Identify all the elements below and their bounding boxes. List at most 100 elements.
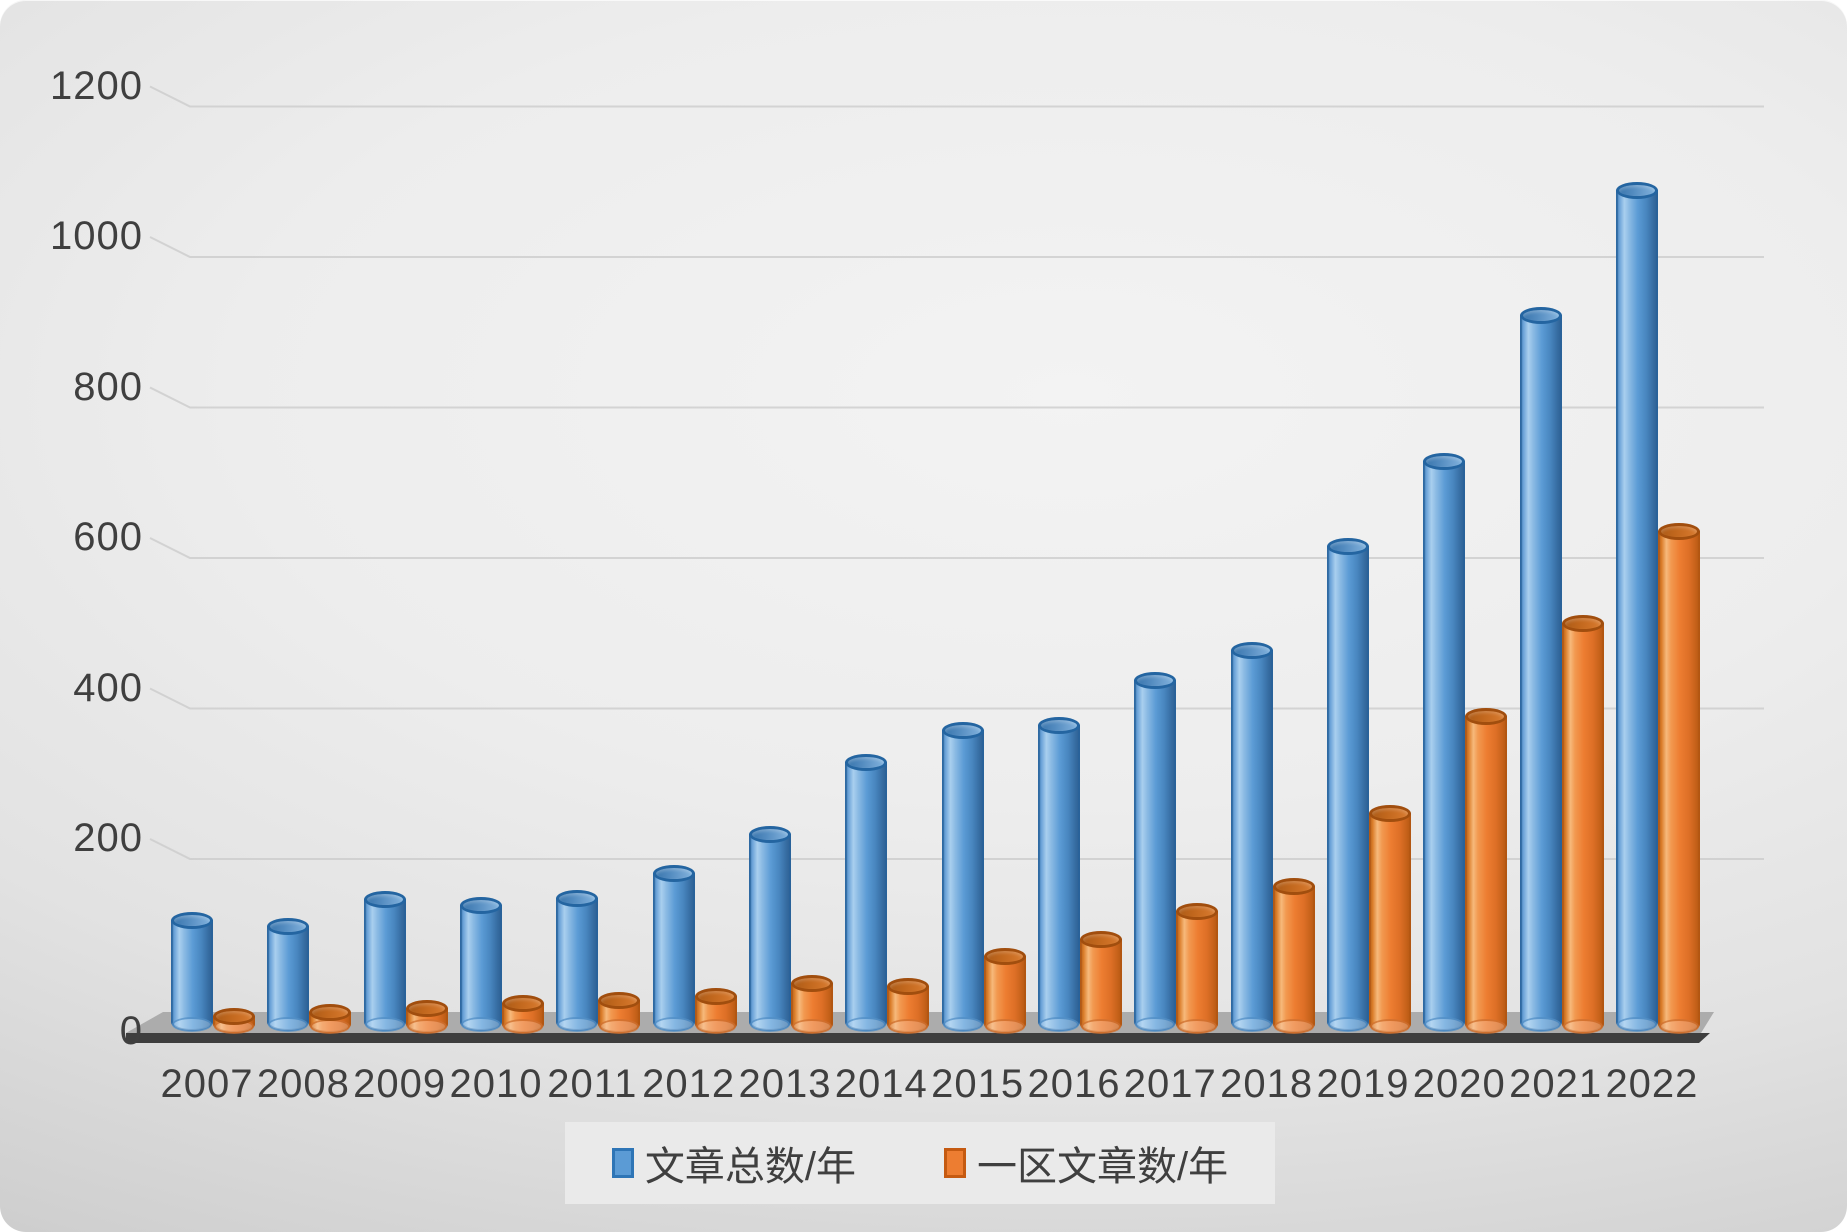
bar-total-2019 (1326, 538, 1369, 1032)
cylinder-body (1176, 910, 1219, 1035)
legend-label: 一区文章数/年 (977, 1145, 1229, 1189)
cylinder-body (267, 925, 310, 1033)
gridline-800 (149, 386, 1764, 409)
cylinder-cap (501, 995, 544, 1013)
bar-q1-2012 (694, 987, 737, 1035)
x-tick-label-2012: 2012 (642, 1062, 736, 1106)
bar-total-2012 (652, 865, 695, 1032)
x-tick-label-2017: 2017 (1123, 1062, 1217, 1106)
cylinder-cap (1230, 641, 1273, 659)
bar-q1-2019 (1368, 804, 1411, 1035)
x-tick-label-2015: 2015 (931, 1062, 1025, 1106)
cylinder-body (1519, 314, 1562, 1033)
bar-q1-2015 (983, 947, 1026, 1035)
cylinder-body (1368, 812, 1411, 1035)
bar-q1-2009 (405, 999, 448, 1035)
cylinder-body (171, 920, 213, 1032)
cylinder-body (941, 730, 984, 1032)
cylinder-cap (887, 977, 930, 995)
bar-q1-2016 (1079, 931, 1122, 1034)
bar-q1-2007 (213, 1007, 255, 1035)
cylinder-cap (267, 917, 310, 935)
cylinder-cap (459, 896, 502, 914)
x-tick-label-2019: 2019 (1316, 1062, 1410, 1106)
legend: 文章总数/年 一区文章数/年 (565, 1122, 1275, 1204)
bar-q1-2014 (887, 977, 930, 1035)
cylinder-body (748, 833, 791, 1033)
cylinder-body (1079, 939, 1122, 1034)
cylinder-body (1423, 461, 1466, 1032)
bar-total-2008 (267, 917, 310, 1033)
bar-total-2021 (1519, 306, 1562, 1033)
bar-q1-2013 (790, 974, 833, 1035)
x-tick-label-2007: 2007 (160, 1062, 254, 1106)
cylinder-body (790, 982, 833, 1035)
bar-q1-2010 (501, 995, 544, 1034)
legend-swatch-orange (944, 1148, 966, 1178)
cylinder-body (983, 955, 1026, 1035)
cylinder-cap (941, 722, 984, 740)
bar-total-2011 (556, 889, 599, 1033)
bar-total-2007 (171, 912, 213, 1032)
cylinder-body (1326, 546, 1369, 1032)
x-tick-label-2018: 2018 (1220, 1062, 1314, 1106)
cylinder-body (363, 899, 406, 1032)
cylinder-body (1037, 724, 1080, 1033)
bar-q1-2018 (1272, 877, 1315, 1035)
cylinder-cap (1561, 615, 1604, 633)
cylinder-cap (845, 754, 888, 772)
bar-total-2022 (1615, 182, 1658, 1032)
cylinder-cap (1519, 306, 1562, 324)
gridline-1000 (149, 236, 1764, 258)
legend-label: 文章总数/年 (644, 1145, 856, 1189)
bar-total-2013 (748, 825, 791, 1033)
cylinder-body (1230, 649, 1273, 1033)
cylinder-body (845, 762, 888, 1032)
cylinder-body (1465, 715, 1508, 1035)
bar-q1-2011 (598, 992, 641, 1034)
bar-total-2014 (845, 754, 888, 1032)
y-tick-label-800: 800 (73, 364, 143, 409)
x-tick-label-2010: 2010 (449, 1062, 543, 1106)
y-tick-label-0: 0 (119, 1009, 143, 1053)
y-tick-label-1200: 1200 (50, 63, 143, 108)
cylinder-cap (1037, 716, 1080, 734)
x-tick-label-2008: 2008 (256, 1062, 350, 1106)
cylinder-cap (363, 891, 406, 909)
bar-q1-2021 (1561, 615, 1604, 1034)
y-tick-label-400: 400 (73, 665, 143, 710)
cylinder-cap (1368, 804, 1411, 822)
cylinder-cap (1134, 671, 1177, 689)
cylinder-body (1561, 623, 1604, 1034)
cylinder-cap (1423, 453, 1466, 471)
cylinder-body (1657, 531, 1700, 1034)
cylinder-body (652, 873, 695, 1032)
cylinder-body (556, 897, 599, 1033)
bar-q1-2008 (309, 1004, 352, 1034)
bar-q1-2017 (1176, 902, 1219, 1035)
cylinder-cap (171, 912, 213, 930)
cylinder-cap (748, 825, 791, 843)
legend-item-q1-articles: 一区文章数/年 (944, 1134, 1228, 1192)
bar-q1-2020 (1465, 707, 1508, 1035)
x-tick-label-2022: 2022 (1605, 1062, 1699, 1106)
x-tick-label-2021: 2021 (1509, 1062, 1603, 1106)
bar-total-2020 (1423, 453, 1466, 1032)
x-axis-line (126, 1033, 1710, 1043)
cylinder-cap (694, 987, 737, 1005)
cylinder-body (1272, 885, 1315, 1035)
cylinder-cap (1079, 931, 1122, 949)
y-tick-label-200: 200 (73, 816, 143, 860)
cylinder-cap (1465, 707, 1508, 725)
x-tick-label-2016: 2016 (1027, 1062, 1121, 1106)
cylinder-cap (556, 889, 599, 907)
x-tick-label-2013: 2013 (738, 1062, 832, 1106)
x-tick-label-2014: 2014 (834, 1062, 928, 1106)
gridline-600 (149, 537, 1764, 559)
x-tick-label-2009: 2009 (353, 1062, 447, 1106)
cylinder-cap (1615, 182, 1658, 200)
cylinder-cap (1272, 877, 1315, 895)
